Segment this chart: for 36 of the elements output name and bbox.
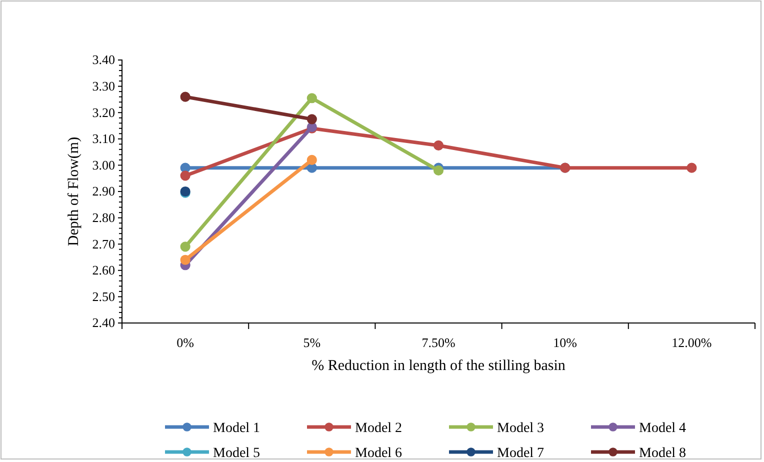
point (180, 242, 190, 252)
x-tick-label: 0% (176, 334, 194, 350)
y-tick-label: 2.60 (92, 262, 115, 278)
legend-label: Model 3 (497, 421, 544, 436)
legend-label: Model 4 (639, 421, 686, 436)
y-tick-label: 2.50 (92, 288, 115, 304)
x-tick-label: 12.00% (672, 334, 712, 350)
point (180, 92, 190, 102)
y-tick-label: 3.40 (92, 52, 115, 68)
legend-label: Model 6 (355, 446, 402, 461)
y-tick-label: 3.30 (92, 78, 115, 94)
y-tick-label: 2.70 (92, 236, 115, 252)
point (433, 140, 444, 151)
x-axis-title: % Reduction in length of the stilling basin (312, 358, 566, 374)
y-tick-label: 2.90 (92, 184, 115, 199)
legend-label: Model 1 (213, 421, 260, 436)
x-tick-label: 5% (303, 334, 321, 350)
x-tick-label: 7.50% (422, 334, 456, 350)
point (306, 154, 317, 165)
point (180, 170, 190, 181)
point (306, 93, 317, 104)
y-tick-label: 3.10 (92, 131, 115, 146)
y-axis-title: Depth of Flow(m) (66, 136, 82, 246)
point (306, 114, 317, 124)
point (180, 254, 190, 265)
x-tick-label: 10% (553, 334, 578, 350)
y-tick-label: 3.00 (92, 157, 115, 172)
legend-label: Model 8 (639, 446, 686, 461)
point (433, 165, 444, 176)
legend-label: Model 5 (213, 446, 260, 461)
point (686, 162, 697, 173)
y-tick-label: 2.40 (92, 315, 115, 330)
legend-label: Model 7 (497, 446, 544, 461)
y-tick-label: 2.80 (92, 210, 115, 225)
legend-label: Model 2 (355, 421, 402, 436)
y-tick-label: 3.20 (92, 104, 115, 120)
